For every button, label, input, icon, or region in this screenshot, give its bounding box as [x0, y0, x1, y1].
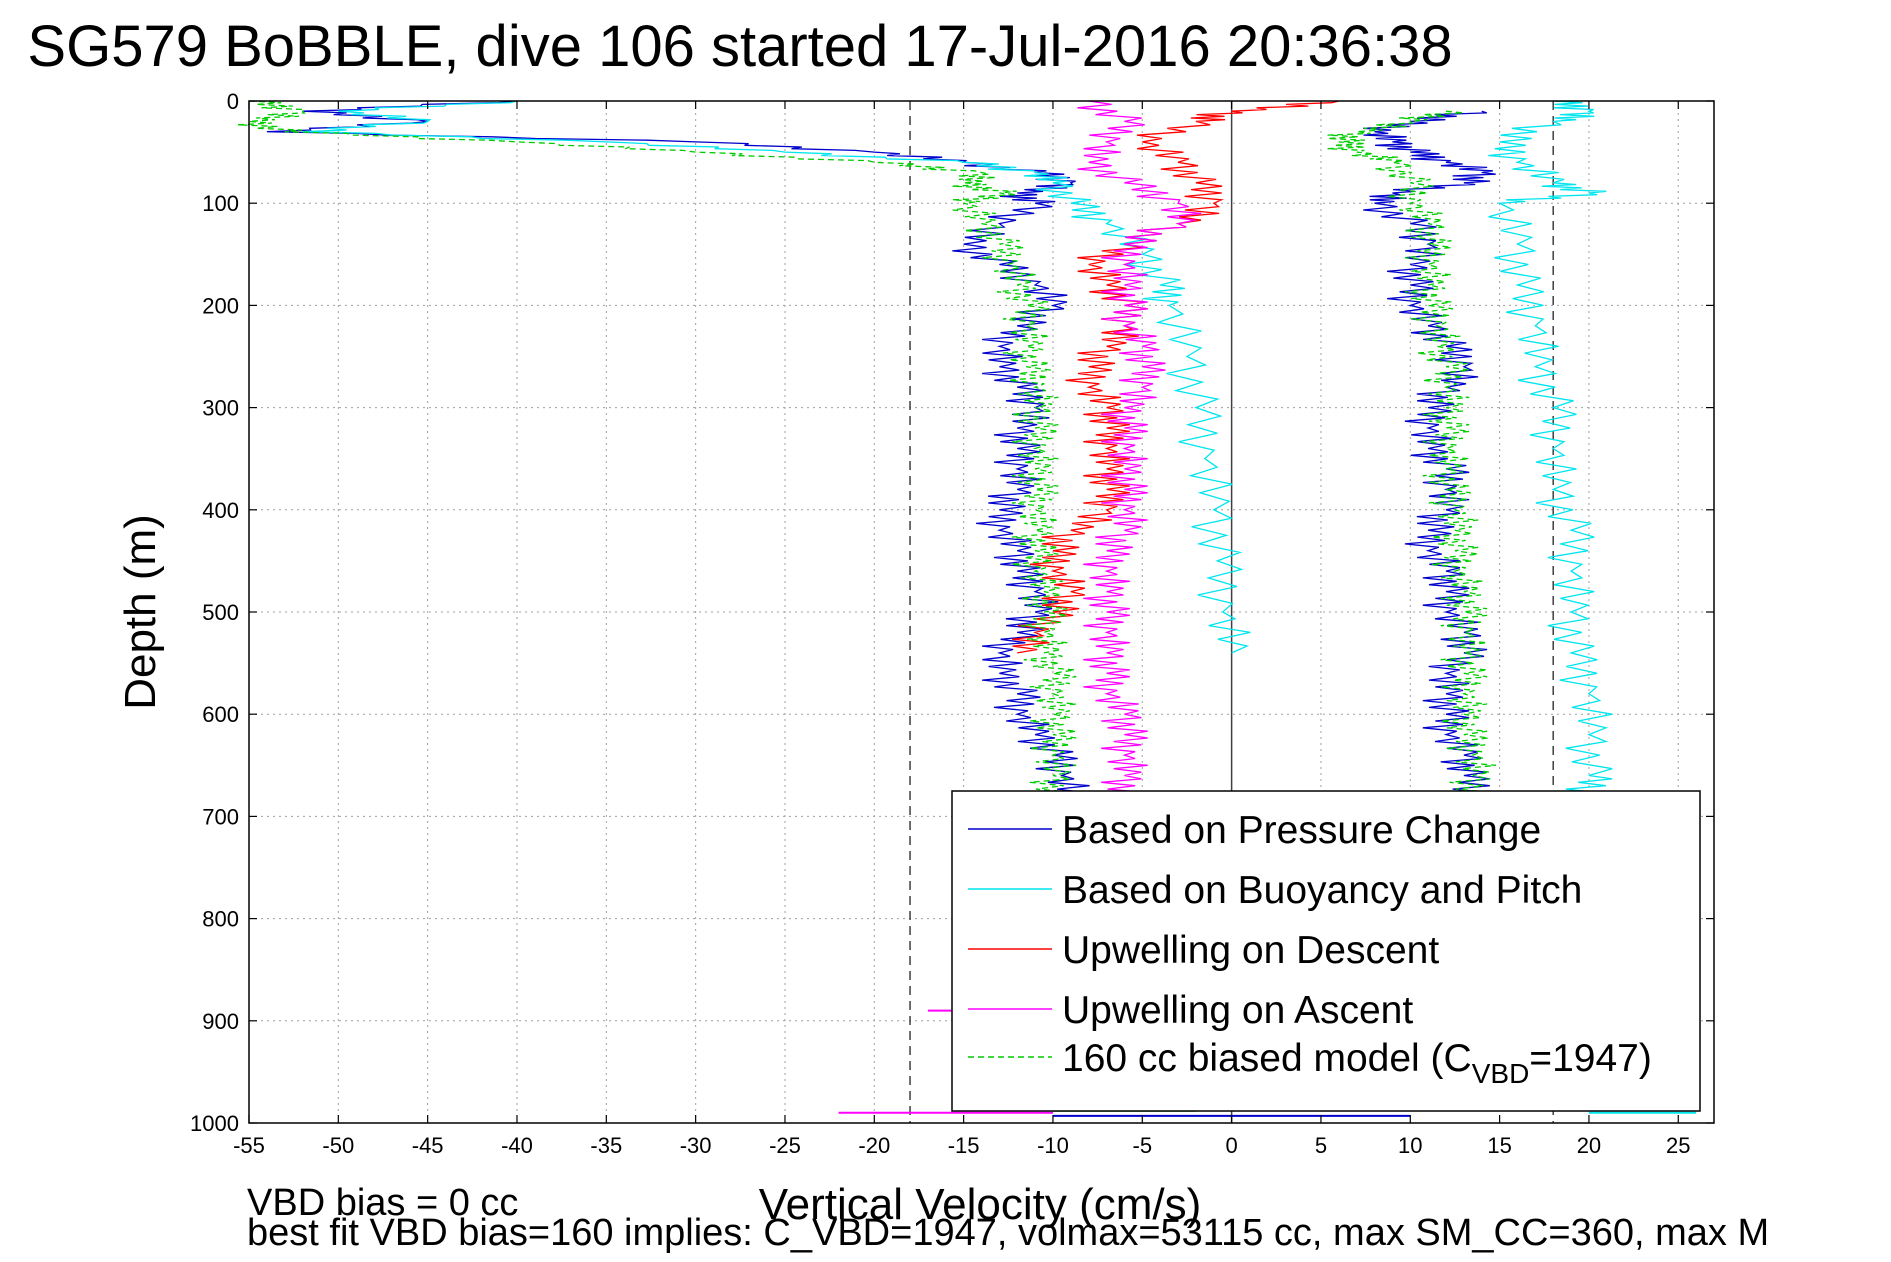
x-tick-label-11: 0	[1225, 1133, 1237, 1158]
series-lines	[237, 100, 1697, 1117]
x-tick-label-16: 25	[1666, 1133, 1690, 1158]
y-tick-label-3: 300	[202, 396, 239, 421]
legend-label-1: Based on Buoyancy and Pitch	[1062, 869, 1582, 912]
legend: Based on Pressure Change Based on Buoyanc…	[951, 790, 1701, 1112]
legend-box	[951, 790, 1701, 1112]
x-tick-label-9: -10	[1037, 1133, 1069, 1158]
series-line-1-1	[1488, 100, 1613, 797]
legend-label-0: Based on Pressure Change	[1062, 809, 1541, 852]
series-line-2-0	[1012, 100, 1339, 654]
x-tick-label-0: -55	[233, 1133, 265, 1158]
x-tick-label-13: 10	[1398, 1133, 1422, 1158]
x-tick-label-8: -15	[948, 1133, 980, 1158]
x-tick-label-14: 15	[1487, 1133, 1511, 1158]
x-tick-label-7: -20	[858, 1133, 890, 1158]
grid-lines	[249, 101, 1714, 1123]
x-axis-label: Vertical Velocity (cm/s)	[759, 1180, 1202, 1229]
series-line-4-1	[1327, 110, 1497, 797]
legend-label-2: Upwelling on Descent	[1062, 929, 1439, 972]
legend-label-3: Upwelling on Ascent	[1062, 989, 1413, 1032]
series-line-3-0	[1077, 100, 1202, 797]
y-tick-label-6: 600	[202, 702, 239, 727]
series-line-4-0	[237, 100, 1077, 797]
legend-label-4: 160 cc biased model (CVBD=1947)	[1062, 1037, 1652, 1089]
x-tick-label-2: -45	[412, 1133, 444, 1158]
y-tick-label-1: 100	[202, 191, 239, 216]
y-tick-label-7: 700	[202, 804, 239, 829]
x-tick-label-3: -40	[501, 1133, 533, 1158]
series-line-0-0	[266, 100, 1090, 797]
chart-title: SG579 BoBBLE, dive 106 started 17-Jul-20…	[27, 14, 1452, 79]
y-tick-label-10: 1000	[190, 1111, 239, 1136]
y-tick-label-5: 500	[202, 600, 239, 625]
y-tick-label-9: 900	[202, 1009, 239, 1034]
series-line-0-1	[1363, 110, 1496, 797]
annotation-best-fit: best fit VBD bias=160 implies: C_VBD=194…	[247, 1212, 1769, 1254]
x-tick-label-1: -50	[322, 1133, 354, 1158]
y-axis-label: Depth (m)	[116, 514, 165, 710]
y-tick-label-8: 800	[202, 907, 239, 932]
y-tick-label-0: 0	[227, 89, 239, 114]
x-tick-label-6: -25	[769, 1133, 801, 1158]
y-tick-label-2: 200	[202, 293, 239, 318]
x-tick-label-4: -35	[590, 1133, 622, 1158]
x-tick-label-5: -30	[680, 1133, 712, 1158]
x-tick-label-10: -5	[1133, 1133, 1153, 1158]
x-tick-label-15: 20	[1577, 1133, 1601, 1158]
y-tick-label-4: 400	[202, 498, 239, 523]
annotation-vbd-bias: VBD bias = 0 cc	[247, 1182, 518, 1224]
x-tick-label-12: 5	[1315, 1133, 1327, 1158]
axis-ticks: -55 -50 -45 -40 -35 -30 -25 -20 -15 -10 -5 0 5 10 15 20…	[190, 89, 1714, 1158]
series-line-1-0	[302, 100, 1251, 654]
